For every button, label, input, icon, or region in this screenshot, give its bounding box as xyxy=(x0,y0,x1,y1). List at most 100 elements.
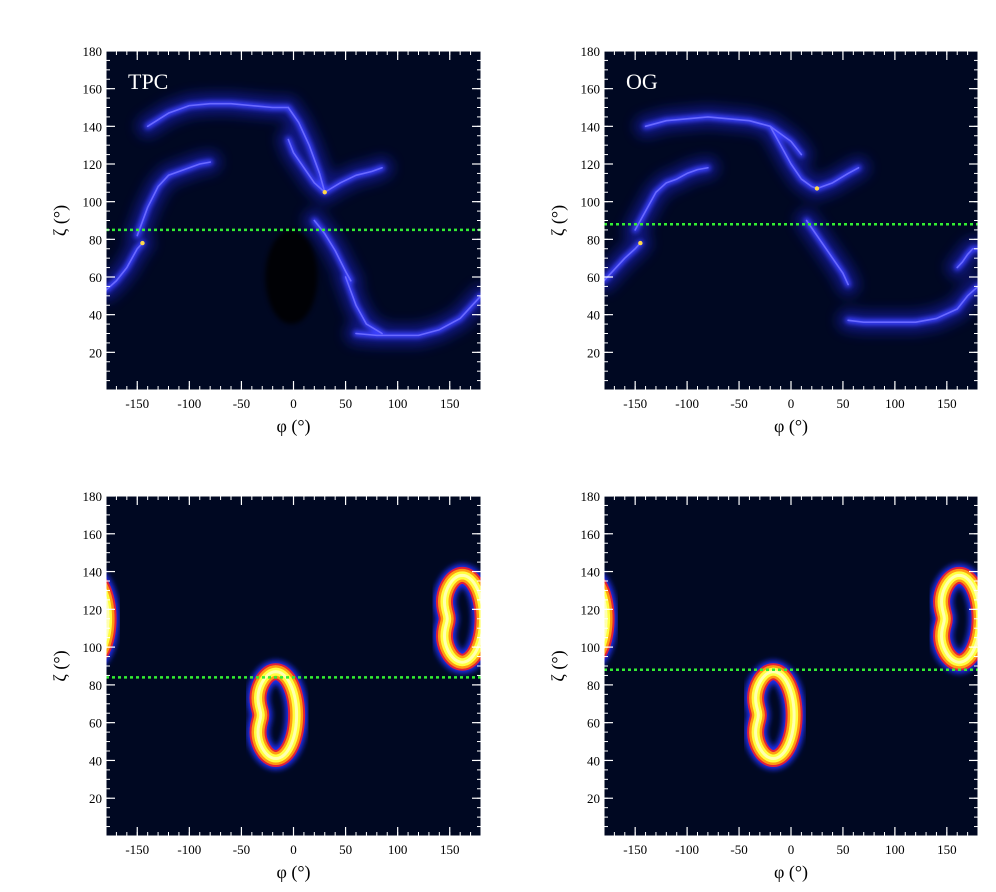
panel-2: -150 -100 -50 0 50 100 150 20 40 60 80 100 120 140 160… xyxy=(548,44,979,437)
panel-label: OG xyxy=(626,69,658,94)
caustic-curve-5 xyxy=(287,138,326,194)
y-tick-label: 40 xyxy=(587,308,600,323)
y-tick-label: 80 xyxy=(89,232,102,247)
y-tick-label: 160 xyxy=(83,527,103,542)
x-axis-label: φ (°) xyxy=(276,416,310,437)
x-tick-label: -50 xyxy=(233,842,250,857)
x-tick-label: -50 xyxy=(730,396,747,411)
x-axis-label: φ (°) xyxy=(276,862,310,883)
x-tick-label: 100 xyxy=(388,842,408,857)
panel-1: -150 -100 -50 0 50 100 150 20 40 60 80 100 120 140 160… xyxy=(50,44,482,437)
y-tick-label: 20 xyxy=(587,791,600,806)
y-tick-label: 60 xyxy=(89,270,102,285)
x-axis-label: φ (°) xyxy=(774,862,808,883)
y-tick-label: 140 xyxy=(581,565,601,580)
x-tick-label: -100 xyxy=(675,842,699,857)
y-tick-label: 180 xyxy=(581,44,601,59)
y-tick-label: 180 xyxy=(83,44,103,59)
y-tick-label: 140 xyxy=(83,565,103,580)
y-tick-label: 160 xyxy=(83,82,103,97)
x-tick-label: 0 xyxy=(290,396,297,411)
y-tick-label: 100 xyxy=(581,195,601,210)
x-tick-label: 0 xyxy=(290,842,297,857)
y-tick-label: 120 xyxy=(83,157,103,172)
plot-area xyxy=(604,564,978,770)
x-tick-label: -50 xyxy=(233,396,250,411)
panel-label: TPC xyxy=(128,69,168,94)
x-tick-label: -150 xyxy=(125,842,149,857)
x-tick-label: 150 xyxy=(440,396,460,411)
caustic-curve-4 xyxy=(769,125,818,190)
caustic-curve-9 xyxy=(344,276,383,335)
y-axis-label: ζ (°) xyxy=(548,650,569,681)
y-tick-label: 120 xyxy=(581,602,601,617)
x-tick-label: 50 xyxy=(836,396,849,411)
x-tick-label: -150 xyxy=(125,396,149,411)
x-tick-label: 100 xyxy=(388,396,408,411)
y-tick-label: 80 xyxy=(587,232,600,247)
caustic-hotspot-4 xyxy=(322,190,327,195)
y-tick-label: 100 xyxy=(581,640,601,655)
caustic-hotspot-1 xyxy=(140,240,145,246)
x-tick-label: 50 xyxy=(836,842,849,857)
x-tick-label: -100 xyxy=(675,396,699,411)
y-tick-label: 120 xyxy=(83,602,103,617)
y-tick-label: 100 xyxy=(83,640,103,655)
caustic-curve-1 xyxy=(106,242,144,291)
y-tick-label: 40 xyxy=(587,753,600,768)
y-axis-label: ζ (°) xyxy=(50,650,71,681)
x-tick-label: -150 xyxy=(623,396,647,411)
y-tick-label: 40 xyxy=(89,308,102,323)
y-tick-label: 80 xyxy=(89,678,102,693)
x-tick-label: 100 xyxy=(885,842,905,857)
panel-4: -150 -100 -50 0 50 100 150 20 40 60 80 100 120 140 160… xyxy=(548,489,979,883)
plot-area xyxy=(106,92,481,347)
y-tick-label: 120 xyxy=(581,157,601,172)
y-tick-label: 180 xyxy=(83,489,103,504)
x-tick-label: -100 xyxy=(177,842,201,857)
y-tick-label: 80 xyxy=(587,678,600,693)
y-tick-label: 100 xyxy=(83,195,103,210)
y-tick-label: 20 xyxy=(89,791,102,806)
caustic-curve-2 xyxy=(136,161,211,237)
caustic-curve-8 xyxy=(355,295,481,337)
x-tick-label: 50 xyxy=(339,842,352,857)
caustic-curve-6 xyxy=(805,219,849,286)
caustic-curve-4 xyxy=(287,106,326,194)
x-tick-label: -150 xyxy=(623,842,647,857)
x-tick-label: 150 xyxy=(440,842,460,857)
caustic-curve-7 xyxy=(847,285,978,324)
y-tick-label: 160 xyxy=(581,82,601,97)
caustic-curve-3 xyxy=(146,102,290,128)
x-tick-label: -50 xyxy=(730,842,747,857)
caustic-curve-3 xyxy=(644,116,803,156)
x-tick-label: 150 xyxy=(937,396,957,411)
caustic-curve-2 xyxy=(634,166,709,231)
plot-background xyxy=(604,496,978,836)
y-tick-label: 160 xyxy=(581,527,601,542)
y-tick-label: 180 xyxy=(581,489,601,504)
plot-area xyxy=(604,105,978,334)
x-tick-label: -100 xyxy=(177,396,201,411)
emission-ring-1 xyxy=(744,660,806,770)
emission-ring-2 xyxy=(433,564,481,674)
plot-area xyxy=(106,564,481,770)
caustic-curve-6 xyxy=(323,166,383,194)
y-tick-label: 20 xyxy=(587,345,600,360)
panel-3: -150 -100 -50 0 50 100 150 20 40 60 80 100 120 140 160… xyxy=(50,489,482,883)
x-tick-label: 50 xyxy=(339,396,352,411)
plot-background xyxy=(106,496,481,836)
y-axis-label: ζ (°) xyxy=(50,205,71,236)
y-tick-label: 140 xyxy=(581,119,601,134)
x-tick-label: 0 xyxy=(788,396,795,411)
x-tick-label: 100 xyxy=(885,396,905,411)
y-tick-label: 60 xyxy=(89,716,102,731)
emission-ring-2 xyxy=(930,564,978,674)
x-axis-label: φ (°) xyxy=(774,416,808,437)
x-tick-label: 150 xyxy=(937,842,957,857)
plot-background xyxy=(604,51,978,390)
y-tick-label: 20 xyxy=(89,345,102,360)
caustic-hotspot-4 xyxy=(814,186,820,191)
caustic-curve-7 xyxy=(313,219,352,282)
